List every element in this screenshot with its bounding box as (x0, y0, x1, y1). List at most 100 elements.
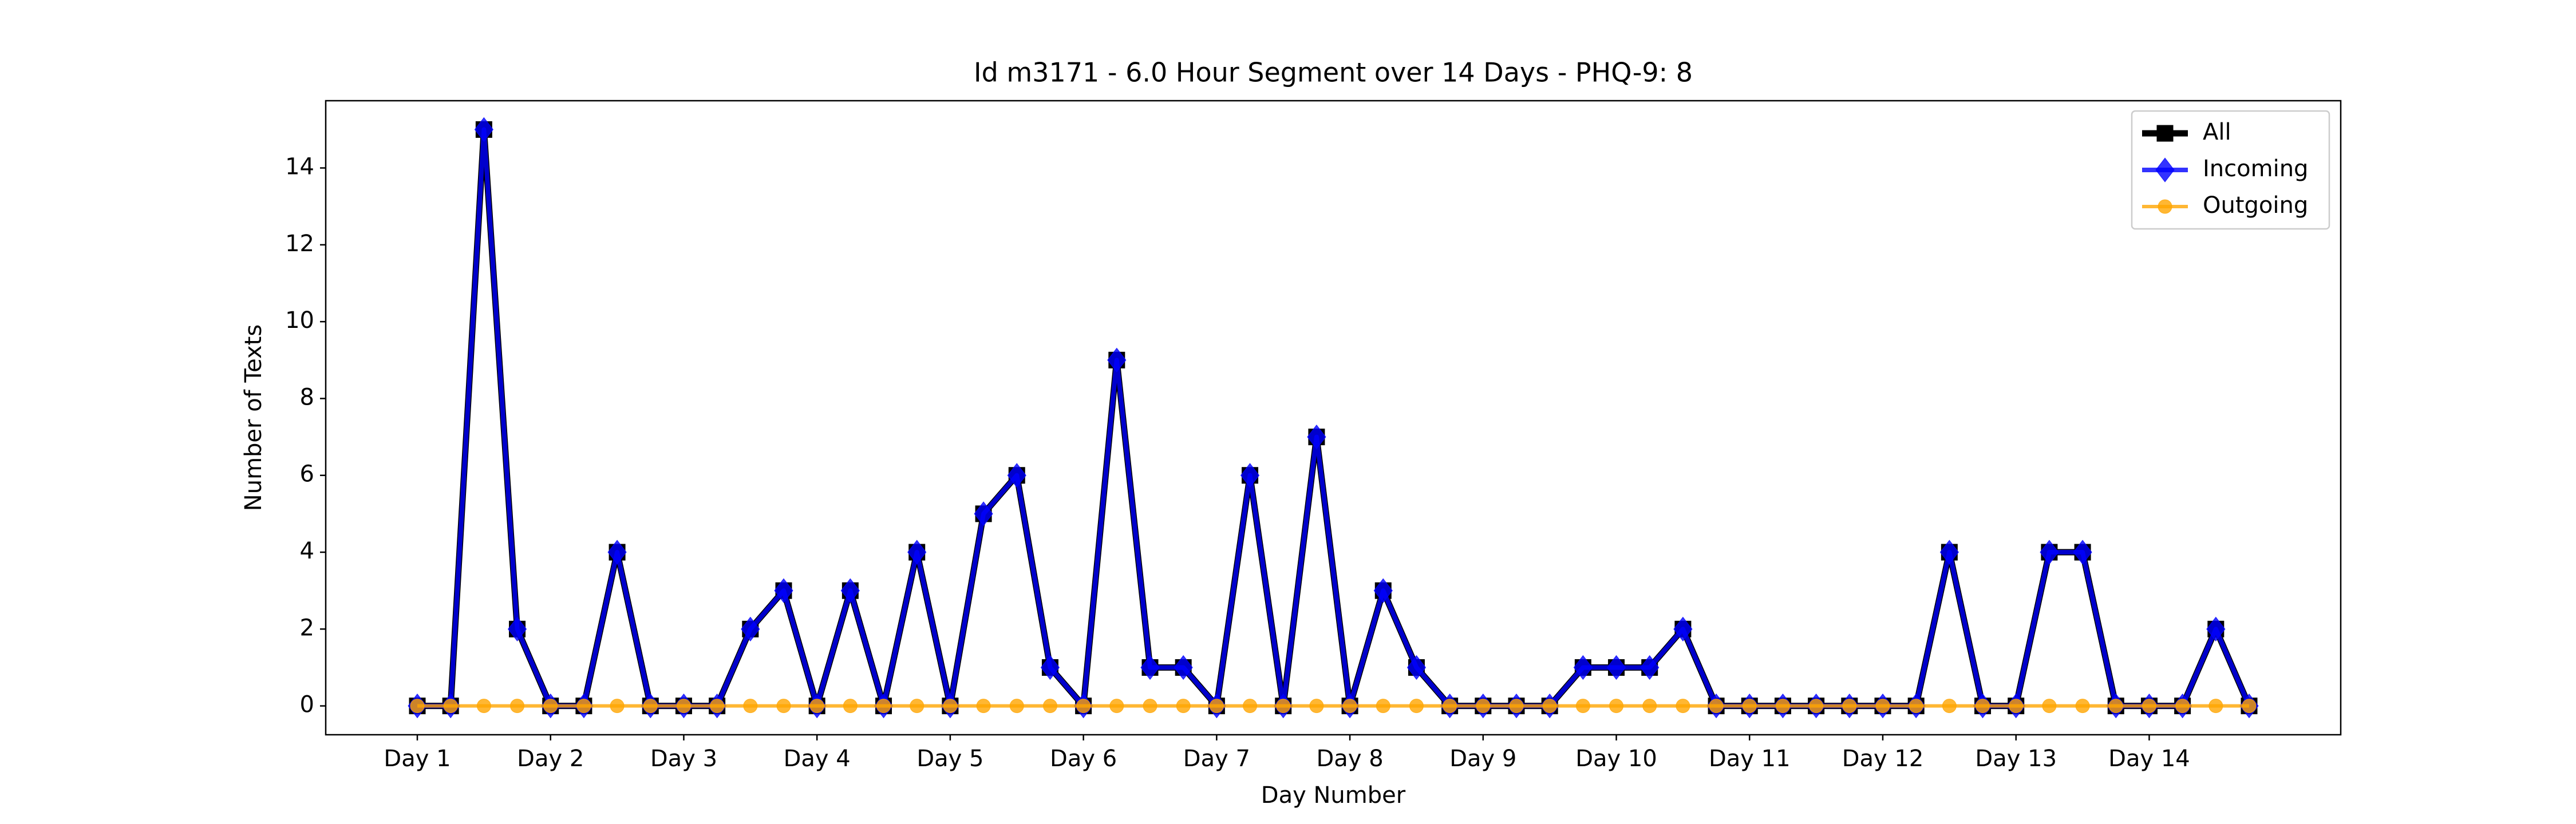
marker-circle (610, 699, 625, 714)
marker-circle (543, 699, 558, 714)
marker-circle (1509, 699, 1524, 714)
marker-diamond (974, 501, 993, 526)
marker-diamond (1140, 655, 1160, 680)
marker-circle (1209, 699, 1224, 714)
x-tick-label: Day 1 (384, 746, 451, 772)
marker-square (2156, 125, 2174, 142)
legend-label: All (2203, 119, 2231, 145)
marker-circle (743, 699, 758, 714)
marker-diamond (1373, 578, 1393, 603)
marker-circle (1709, 699, 1724, 714)
marker-circle (2158, 199, 2172, 214)
marker-circle (1342, 699, 1357, 714)
marker-circle (910, 699, 924, 714)
marker-circle (1875, 699, 1890, 714)
marker-circle (476, 699, 491, 714)
marker-circle (2242, 699, 2257, 714)
y-tick-label: 6 (300, 461, 314, 488)
marker-diamond (1007, 463, 1026, 488)
marker-diamond (1406, 655, 1427, 680)
marker-circle (1309, 699, 1324, 714)
marker-circle (809, 699, 824, 714)
legend-label: Incoming (2203, 156, 2308, 182)
marker-circle (2075, 699, 2090, 714)
marker-diamond (507, 616, 527, 641)
marker-circle (2208, 699, 2223, 714)
marker-circle (776, 699, 791, 714)
marker-circle (2108, 699, 2123, 714)
x-tick-label: Day 4 (784, 746, 851, 772)
marker-circle (676, 699, 691, 714)
marker-diamond (1606, 655, 1626, 680)
marker-diamond (1107, 347, 1127, 373)
x-axis-label: Day Number (1261, 782, 1406, 809)
marker-circle (943, 699, 958, 714)
x-tick-label: Day 2 (517, 746, 584, 772)
x-tick-label: Day 11 (1709, 746, 1791, 772)
marker-circle (710, 699, 725, 714)
marker-circle (1276, 699, 1291, 714)
marker-diamond (2155, 157, 2175, 183)
marker-circle (2175, 699, 2190, 714)
y-tick-label: 10 (285, 307, 314, 334)
marker-diamond (2206, 616, 2226, 641)
marker-circle (1676, 699, 1690, 714)
marker-circle (1409, 699, 1424, 714)
x-tick-label: Day 3 (650, 746, 717, 772)
marker-circle (1742, 699, 1757, 714)
marker-circle (576, 699, 591, 714)
x-tick-label: Day 7 (1183, 746, 1250, 772)
marker-circle (1176, 699, 1191, 714)
marker-diamond (607, 540, 627, 565)
marker-circle (1775, 699, 1790, 714)
marker-circle (1009, 699, 1024, 714)
x-tick-label: Day 6 (1050, 746, 1117, 772)
marker-diamond (1673, 616, 1693, 641)
x-tick-label: Day 5 (916, 746, 983, 772)
marker-diamond (474, 117, 493, 142)
marker-circle (1109, 699, 1124, 714)
marker-circle (1243, 699, 1258, 714)
marker-circle (1909, 699, 1923, 714)
marker-diamond (1240, 463, 1260, 488)
marker-circle (1443, 699, 1457, 714)
legend-box (2131, 110, 2330, 230)
y-tick-label: 4 (300, 538, 314, 564)
marker-circle (1642, 699, 1657, 714)
marker-circle (443, 699, 458, 714)
legend-label: Outgoing (2203, 192, 2308, 219)
plot-frame (325, 100, 2342, 736)
marker-circle (1376, 699, 1390, 714)
marker-diamond (741, 616, 760, 641)
marker-circle (1076, 699, 1091, 714)
chart-title: Id m3171 - 6.0 Hour Segment over 14 Days… (974, 57, 1693, 88)
marker-diamond (1640, 655, 1660, 680)
y-tick-label: 12 (285, 231, 314, 257)
marker-circle (1476, 699, 1491, 714)
marker-circle (1542, 699, 1557, 714)
x-tick-label: Day 9 (1449, 746, 1516, 772)
marker-circle (1942, 699, 1957, 714)
marker-circle (1809, 699, 1824, 714)
marker-circle (1609, 699, 1624, 714)
marker-circle (1042, 699, 1057, 714)
y-tick-label: 2 (300, 615, 314, 641)
marker-diamond (2040, 540, 2059, 565)
marker-diamond (1174, 655, 1193, 680)
marker-circle (410, 699, 425, 714)
legend: All Incoming Outgoing (2131, 110, 2330, 230)
marker-circle (510, 699, 525, 714)
marker-circle (2142, 699, 2156, 714)
y-tick-label: 0 (300, 692, 314, 718)
marker-diamond (774, 578, 793, 603)
x-tick-label: Day 8 (1317, 746, 1384, 772)
x-tick-label: Day 12 (1842, 746, 1924, 772)
marker-circle (2009, 699, 2024, 714)
marker-circle (2042, 699, 2057, 714)
series-line (417, 127, 2251, 708)
marker-diamond (907, 540, 927, 565)
marker-diamond (1307, 424, 1326, 450)
marker-diamond (1573, 655, 1593, 680)
x-tick-label: Day 10 (1575, 746, 1657, 772)
